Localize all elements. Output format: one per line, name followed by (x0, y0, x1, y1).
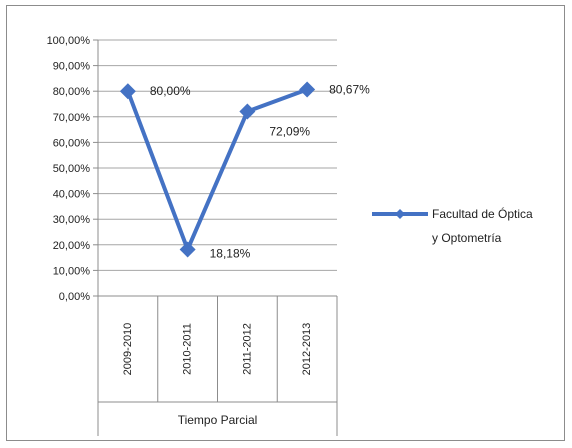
chart-frame (6, 5, 565, 441)
data-label: 80,67% (329, 82, 370, 96)
y-tick-label: 20,00% (53, 240, 91, 252)
x-tick-label: 2011-2012 (241, 323, 253, 375)
y-tick-label: 100,00% (47, 35, 91, 47)
x-tick-label: 2012-2013 (301, 323, 313, 376)
y-tick-label: 60,00% (53, 137, 91, 149)
y-tick-label: 90,00% (53, 61, 91, 73)
legend-marker-swatch (395, 209, 405, 219)
y-tick-label: 0,00% (59, 291, 90, 303)
y-tick-label: 50,00% (53, 163, 91, 175)
x-tick-label: 2010-2011 (182, 323, 194, 375)
x-tick-label: 2009-2010 (122, 323, 134, 376)
data-label: 18,18% (210, 246, 251, 260)
legend-label: y Optometría (432, 231, 502, 245)
y-tick-label: 70,00% (53, 112, 91, 124)
y-tick-label: 80,00% (53, 86, 91, 98)
legend-label: Facultad de Óptica (432, 206, 533, 221)
y-tick-label: 10,00% (53, 265, 91, 277)
data-label: 80,00% (150, 84, 191, 98)
data-point-marker (179, 241, 196, 258)
y-tick-label: 40,00% (53, 189, 91, 201)
x-axis-title: Tiempo Parcial (178, 413, 258, 427)
data-point-marker (239, 103, 256, 120)
series-line (126, 87, 308, 252)
data-label: 72,09% (269, 124, 310, 138)
data-point-marker (299, 81, 316, 98)
y-tick-label: 30,00% (53, 214, 91, 226)
data-point-marker (119, 83, 136, 100)
